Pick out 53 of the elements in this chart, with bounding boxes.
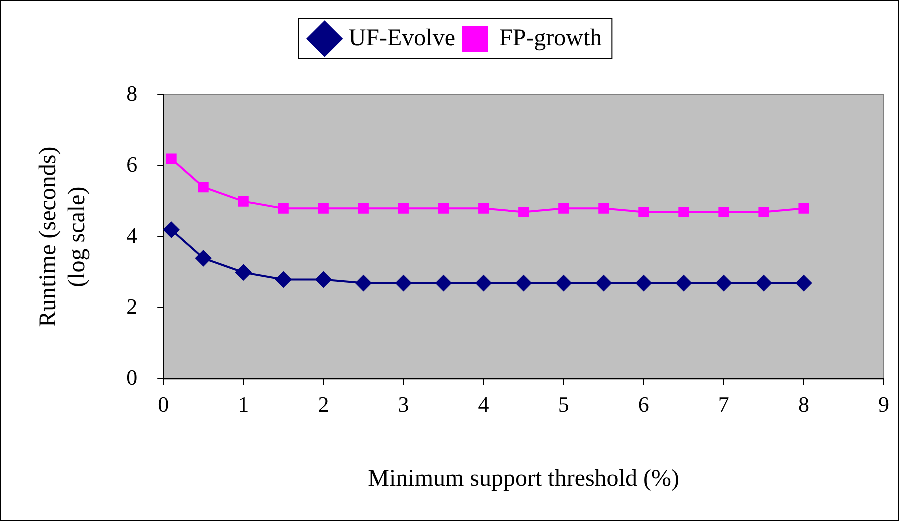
y-tick-label: 8 (126, 80, 138, 106)
point (676, 275, 692, 292)
legend-label: UF-Evolve (348, 25, 456, 52)
point (438, 203, 449, 214)
point (166, 154, 177, 164)
y-tick-label: 6 (126, 152, 138, 177)
x-tick-label: 0 (158, 392, 170, 417)
point (478, 203, 490, 214)
point (396, 275, 412, 292)
point (798, 203, 810, 214)
x-axis-title: Minimum support threshold (%) (368, 466, 680, 492)
point (518, 206, 530, 218)
point (516, 275, 532, 292)
y-tick-label: 2 (126, 294, 138, 319)
point (398, 203, 409, 214)
x-tick-label: 2 (318, 392, 330, 417)
point (164, 222, 180, 238)
point (598, 203, 610, 214)
point (316, 272, 332, 288)
point (436, 275, 452, 292)
x-tick-label: 3 (398, 392, 410, 417)
point (678, 206, 690, 218)
x-tick-label: 7 (718, 392, 730, 417)
point (198, 182, 209, 193)
y-tick-label: 0 (126, 364, 138, 390)
x-tick-label: 1 (238, 392, 250, 417)
x-tick-label: 9 (878, 392, 890, 417)
point (718, 206, 730, 218)
point (196, 250, 212, 266)
point (596, 275, 612, 292)
point (796, 275, 812, 292)
point (556, 275, 572, 292)
point (716, 275, 732, 292)
x-tick-label: 8 (798, 392, 810, 417)
x-tick-label: 5 (558, 392, 570, 417)
point (318, 203, 329, 214)
point (638, 206, 650, 218)
y-tick-label: 4 (126, 222, 138, 248)
legend-label: FP-growth (499, 25, 602, 52)
y-axis-title: Runtime (seconds) (log scale) (36, 146, 90, 328)
x-tick-label: 6 (638, 392, 650, 417)
point (756, 275, 772, 292)
point (276, 272, 292, 288)
point (238, 196, 249, 207)
point (236, 264, 252, 281)
point (758, 206, 770, 218)
x-tick-label: 4 (478, 392, 490, 417)
point (476, 275, 492, 292)
point (356, 275, 372, 292)
point (358, 203, 369, 214)
point (278, 203, 289, 214)
point (636, 275, 652, 292)
point (558, 203, 570, 214)
